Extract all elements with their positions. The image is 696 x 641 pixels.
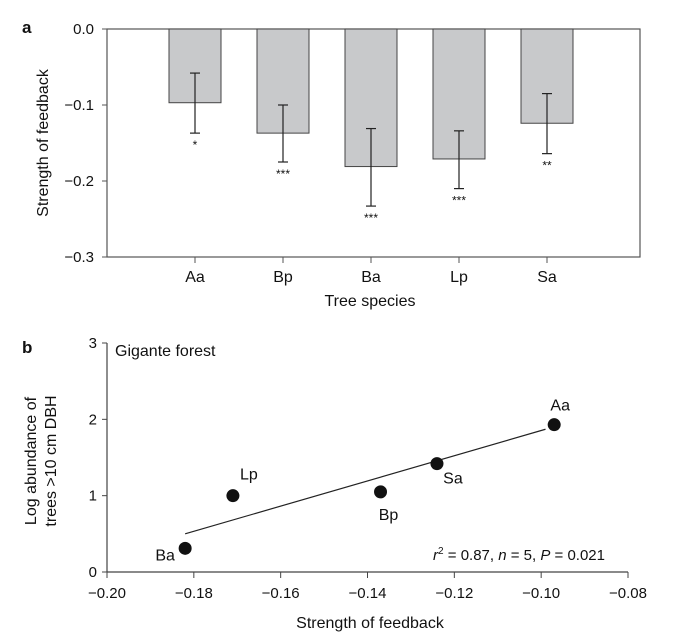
panel-a-y-tick-label: −0.3 — [64, 249, 94, 266]
panel-a-x-tick-label: Lp — [450, 269, 468, 286]
panel-b-point-label: Ba — [155, 547, 175, 564]
panel-b-x-tick-label: −0.08 — [609, 585, 647, 602]
panel-a-y-axis-label: Strength of feedback — [35, 68, 52, 217]
panel-b-y-axis-label-line1: Log abundance of — [23, 396, 40, 525]
panel-a-significance-label: * — [193, 138, 198, 152]
panel-a-significance-label: *** — [276, 167, 290, 181]
panel-b-y-tick-label: 2 — [89, 411, 97, 428]
panel-b-point-label: Aa — [550, 398, 570, 415]
panel-a-x-tick-label: Ba — [361, 269, 381, 286]
panel-b-y-axis-label-line2: trees >10 cm DBH — [43, 395, 60, 526]
panel-a-x-tick-label: Bp — [273, 269, 293, 286]
panel-a-y-tick-label: 0.0 — [73, 21, 94, 38]
panel-b-point-label: Lp — [240, 467, 258, 484]
panel-b-point-Ba — [178, 541, 192, 555]
panel-b-y-tick-label: 1 — [89, 488, 97, 505]
panel-a-x-axis-label: Tree species — [325, 293, 416, 310]
panel-b-label: b — [22, 338, 32, 357]
panel-b-x-tick-label: −0.14 — [349, 585, 387, 602]
panel-b-x-tick-label: −0.10 — [522, 585, 560, 602]
panel-b-y-tick-label: 3 — [89, 335, 97, 352]
panel-a-x-tick-label: Sa — [537, 269, 557, 286]
panel-b-point-Bp — [374, 485, 388, 499]
panel-b-y-tick-label: 0 — [89, 564, 97, 581]
panel-a-significance-label: *** — [452, 194, 466, 208]
panel-b-point-Sa — [430, 457, 444, 471]
panel-b-title: Gigante forest — [115, 343, 216, 360]
panel-b-point-label: Bp — [379, 507, 399, 524]
panel-a-y-tick-label: −0.1 — [64, 97, 94, 114]
panel-a-label: a — [22, 18, 32, 37]
panel-a-x-tick-label: Aa — [185, 269, 205, 286]
panel-b-point-label: Sa — [443, 471, 463, 488]
panel-b-x-tick-label: −0.16 — [262, 585, 300, 602]
panel-a-bar-chart: a Strength of feedback Tree species 0.0 −… — [22, 18, 641, 310]
panel-b-stats-annotation: r2 = 0.87, n = 5, P = 0.021 — [433, 546, 605, 564]
panel-b-x-tick-label: −0.20 — [88, 585, 126, 602]
panel-a-significance-label: ** — [542, 159, 552, 173]
panel-b-point-Lp — [226, 489, 240, 503]
panel-b-regression-line — [184, 428, 546, 535]
panel-b-point-Aa — [547, 418, 561, 432]
panel-b-x-tick-label: −0.18 — [175, 585, 213, 602]
panel-b-scatter-chart: b Gigante forest Log abundance of trees … — [22, 335, 647, 632]
panel-b-x-tick-label: −0.12 — [435, 585, 473, 602]
panel-a-y-tick-label: −0.2 — [64, 173, 94, 190]
panel-a-significance-label: *** — [364, 211, 378, 225]
panel-b-x-axis-label: Strength of feedback — [296, 615, 445, 632]
